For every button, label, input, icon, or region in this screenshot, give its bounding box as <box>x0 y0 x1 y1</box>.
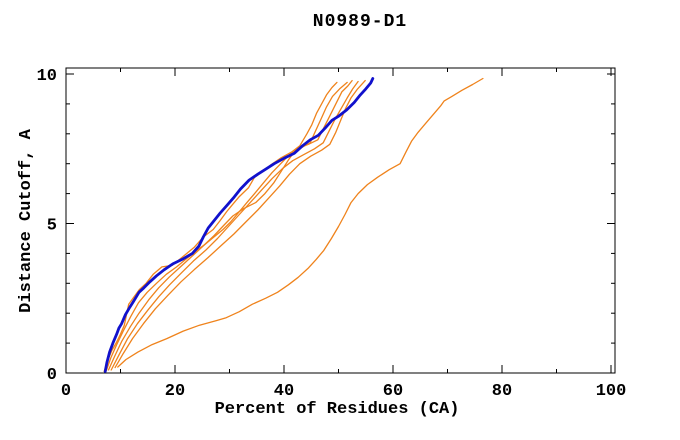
x-tick-label: 100 <box>596 382 627 401</box>
x-tick-label: 40 <box>274 382 294 401</box>
series-orange-model-1 <box>103 81 338 373</box>
series-blue-highlighted-model <box>103 77 375 373</box>
x-tick-label: 20 <box>165 382 185 401</box>
plot-frame <box>65 67 616 374</box>
series-orange-model-outlier <box>117 77 484 368</box>
y-tick-label: 0 <box>47 366 57 385</box>
series-orange-model-3 <box>107 79 353 371</box>
x-tick-label: 60 <box>383 382 403 401</box>
series-orange-model-4 <box>110 80 359 371</box>
x-tick-label: 0 <box>61 382 71 401</box>
y-tick-label: 5 <box>47 217 57 236</box>
x-axis-label: Percent of Residues (CA) <box>214 400 460 419</box>
x-tick-label: 80 <box>492 382 512 401</box>
series-orange-model-2 <box>105 81 348 372</box>
chart-title: N0989-D1 <box>312 12 408 32</box>
y-tick-label: 10 <box>37 67 57 86</box>
series-orange-model-5 <box>114 79 366 369</box>
